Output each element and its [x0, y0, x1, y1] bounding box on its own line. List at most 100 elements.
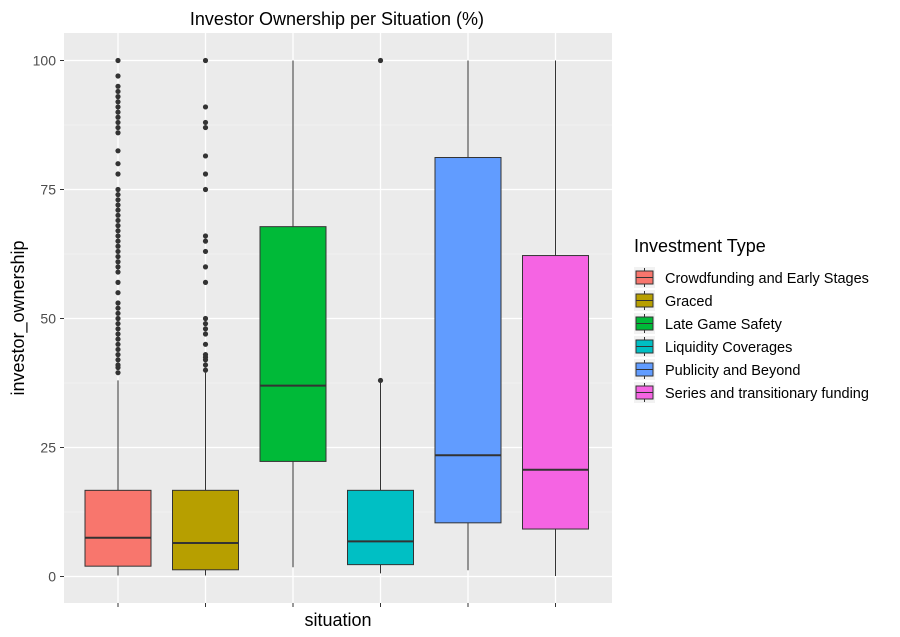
outlier-point [115, 310, 121, 316]
legend-label: Crowdfunding and Early Stages [665, 271, 869, 287]
legend-item: Series and transitionary funding [634, 382, 869, 403]
outlier-point [202, 352, 209, 358]
outlier-point [115, 326, 121, 332]
box-iqr [84, 489, 152, 567]
outlier-point [115, 346, 121, 353]
box-iqr [172, 489, 239, 571]
outlier-point [115, 233, 121, 239]
box-2 [172, 57, 239, 576]
outlier-point [115, 315, 121, 322]
outlier-point [115, 336, 121, 342]
box-iqr [347, 489, 414, 566]
outlier-point [115, 217, 121, 224]
outlier-point [115, 228, 121, 234]
y-tick-label: 0 [48, 569, 56, 585]
outlier-point [115, 223, 121, 229]
y-tick-label: 50 [40, 311, 56, 327]
outlier-point [202, 238, 209, 244]
outlier-point [115, 259, 121, 265]
y-axis-title: investor_ownership [8, 240, 29, 395]
legend-label: Graced [665, 294, 713, 310]
outlier-point [202, 341, 209, 347]
outlier-point [202, 186, 209, 193]
legend-label: Late Game Safety [665, 317, 783, 333]
outlier-point [202, 124, 209, 131]
box-4 [347, 57, 414, 574]
outlier-point [202, 362, 209, 368]
outlier-point [202, 315, 209, 322]
outlier-point [115, 88, 121, 95]
box-6 [522, 60, 589, 576]
outlier-point [115, 171, 121, 177]
box-3 [259, 60, 327, 568]
outlier-point [115, 109, 121, 115]
outlier-point [115, 57, 121, 64]
outlier-point [115, 248, 121, 255]
outlier-point [202, 233, 209, 239]
outlier-point [115, 161, 121, 167]
outlier-point [115, 370, 121, 376]
boxes [84, 57, 589, 576]
legend-label: Liquidity Coverages [665, 340, 792, 356]
outlier-point [115, 290, 121, 296]
box-1 [84, 57, 152, 576]
outlier-point [115, 94, 121, 100]
outlier-point [115, 341, 121, 347]
chart-title: Investor Ownership per Situation (%) [190, 9, 484, 29]
outlier-point [115, 243, 121, 249]
outlier-point [115, 104, 121, 110]
y-axis: 0 25 50 75 100 [33, 53, 556, 607]
legend-item: Graced [634, 290, 713, 311]
legend-item: Crowdfunding and Early Stages [634, 267, 869, 288]
outlier-point [115, 119, 121, 126]
outlier-point [202, 104, 209, 110]
outlier-point [115, 148, 121, 154]
outlier-point [115, 99, 121, 105]
outlier-point [115, 130, 121, 136]
outlier-point [202, 331, 209, 337]
outlier-point [115, 197, 121, 203]
outlier-point [115, 124, 121, 131]
legend-item: Late Game Safety [634, 313, 783, 334]
outlier-point [115, 362, 121, 368]
legend: Investment Type Crowdfunding and Early S… [634, 236, 869, 403]
legend-items: Crowdfunding and Early Stages Graced Late … [634, 267, 869, 403]
outlier-point [115, 73, 121, 79]
outlier-point [202, 119, 209, 126]
box-iqr [259, 226, 327, 462]
outlier-point [115, 352, 121, 358]
outlier-point [377, 377, 384, 384]
outlier-point [202, 57, 209, 64]
y-tick-label: 100 [33, 53, 57, 69]
outlier-point [202, 153, 209, 159]
outlier-point [115, 321, 121, 327]
outlier-point [115, 186, 121, 193]
x-axis-title: situation [304, 610, 371, 630]
outlier-point [202, 367, 209, 373]
legend-item: Liquidity Coverages [634, 336, 792, 357]
outlier-point [115, 264, 121, 270]
outlier-point [115, 114, 121, 120]
outlier-point [202, 248, 209, 255]
outlier-point [202, 321, 209, 327]
outlier-point [115, 192, 121, 198]
box-5 [434, 60, 502, 571]
outlier-point [115, 207, 121, 213]
outlier-point [115, 331, 121, 337]
legend-item: Publicity and Beyond [634, 359, 800, 380]
outlier-point [202, 326, 209, 332]
outlier-point [115, 269, 121, 275]
outlier-point [115, 83, 121, 89]
legend-label: Publicity and Beyond [665, 363, 800, 379]
legend-label: Series and transitionary funding [665, 386, 869, 402]
y-tick-label: 25 [40, 440, 56, 456]
outlier-point [115, 357, 121, 363]
outlier-point [202, 279, 209, 285]
outlier-point [115, 202, 121, 208]
outlier-point [115, 300, 121, 306]
legend-title: Investment Type [634, 236, 766, 256]
outlier-point [115, 279, 121, 285]
outlier-point [377, 57, 384, 64]
y-tick-label: 75 [40, 182, 56, 198]
